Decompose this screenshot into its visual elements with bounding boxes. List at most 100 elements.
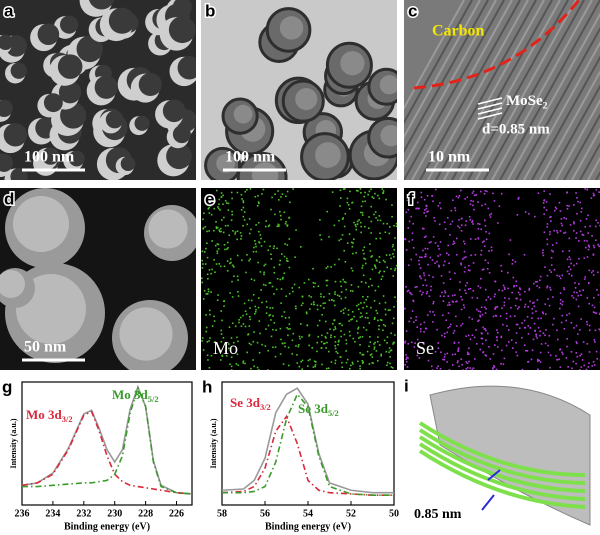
x-tick-label: 226 — [169, 508, 184, 519]
element-signal — [501, 289, 504, 292]
element-signal — [569, 258, 572, 261]
element-signal — [427, 359, 430, 362]
element-signal — [305, 312, 308, 315]
element-signal — [439, 202, 441, 204]
element-signal — [566, 204, 568, 207]
element-signal — [472, 223, 474, 225]
element-signal — [481, 268, 484, 271]
element-signal — [269, 314, 271, 316]
element-signal — [478, 223, 481, 225]
element-signal — [404, 340, 407, 343]
particle-shadow — [177, 56, 196, 80]
element-signal — [391, 215, 393, 218]
element-signal — [331, 299, 333, 301]
element-signal — [586, 240, 588, 242]
element-signal — [265, 328, 267, 330]
element-signal — [342, 309, 345, 311]
element-signal — [540, 343, 543, 345]
element-signal — [341, 218, 344, 220]
element-signal — [361, 211, 364, 214]
element-signal — [581, 233, 584, 236]
element-signal — [460, 217, 463, 220]
element-signal — [265, 220, 268, 222]
element-signal — [520, 336, 523, 339]
element-signal — [325, 267, 328, 269]
element-signal — [475, 194, 478, 196]
element-signal — [518, 327, 521, 329]
element-signal — [367, 227, 370, 230]
element-signal — [500, 336, 503, 339]
element-signal — [469, 238, 472, 240]
element-signal — [415, 319, 417, 322]
element-signal — [544, 342, 547, 345]
element-signal — [489, 358, 491, 360]
element-signal — [438, 265, 440, 268]
element-signal — [372, 362, 374, 364]
element-signal — [449, 278, 452, 281]
annotation-text: MoSe — [506, 93, 543, 109]
element-signal — [210, 354, 213, 357]
element-signal — [485, 299, 488, 301]
lattice-fringe — [404, 0, 505, 180]
element-signal — [379, 319, 382, 321]
element-signal — [583, 239, 586, 242]
element-signal — [313, 303, 315, 306]
element-signal — [532, 338, 535, 341]
element-signal — [360, 231, 362, 234]
particle-shadow — [43, 93, 63, 113]
annotation-subscript: 5/2 — [328, 408, 339, 418]
element-signal — [388, 226, 391, 228]
element-signal — [477, 222, 479, 225]
element-signal — [579, 219, 582, 222]
element-signal — [424, 247, 427, 250]
element-signal — [458, 289, 461, 291]
element-signal — [241, 198, 243, 200]
element-signal — [326, 210, 329, 213]
particle-shadow — [37, 23, 60, 46]
element-signal — [466, 366, 469, 369]
element-signal — [207, 290, 210, 293]
element-signal — [588, 362, 590, 364]
element-signal — [561, 353, 564, 355]
element-signal — [427, 263, 429, 266]
element-signal — [353, 315, 355, 318]
element-signal — [250, 367, 252, 370]
element-signal — [481, 342, 484, 345]
element-signal — [420, 277, 422, 280]
element-signal — [537, 317, 539, 320]
element-signal — [344, 307, 347, 310]
element-signal — [578, 283, 580, 285]
element-signal — [286, 326, 288, 329]
element-signal — [317, 285, 320, 288]
element-signal — [276, 247, 278, 250]
element-signal — [457, 347, 460, 349]
element-signal — [206, 354, 209, 357]
element-signal — [447, 244, 449, 247]
element-signal — [523, 254, 526, 256]
x-tick-label: 234 — [45, 508, 60, 519]
element-signal — [425, 235, 427, 238]
element-signal — [432, 236, 435, 238]
element-signal — [465, 220, 468, 222]
mose2-layer — [418, 428, 586, 485]
element-signal — [254, 240, 256, 242]
element-signal — [468, 215, 471, 218]
element-signal — [278, 224, 280, 226]
element-signal — [416, 326, 419, 328]
element-signal — [463, 240, 465, 243]
lattice-fringe — [555, 98, 600, 180]
particle-shadow — [94, 75, 118, 99]
element-signal — [246, 254, 248, 256]
element-signal — [334, 341, 337, 343]
element-signal — [472, 200, 474, 203]
element-signal — [282, 276, 284, 279]
element-signal — [202, 218, 204, 221]
element-signal — [447, 254, 450, 256]
element-signal — [337, 343, 339, 346]
element-signal — [375, 309, 378, 312]
element-signal — [458, 226, 461, 229]
element-signal — [494, 314, 497, 317]
x-tick-label: 58 — [217, 508, 227, 519]
element-signal — [455, 315, 457, 318]
element-signal — [566, 314, 568, 316]
